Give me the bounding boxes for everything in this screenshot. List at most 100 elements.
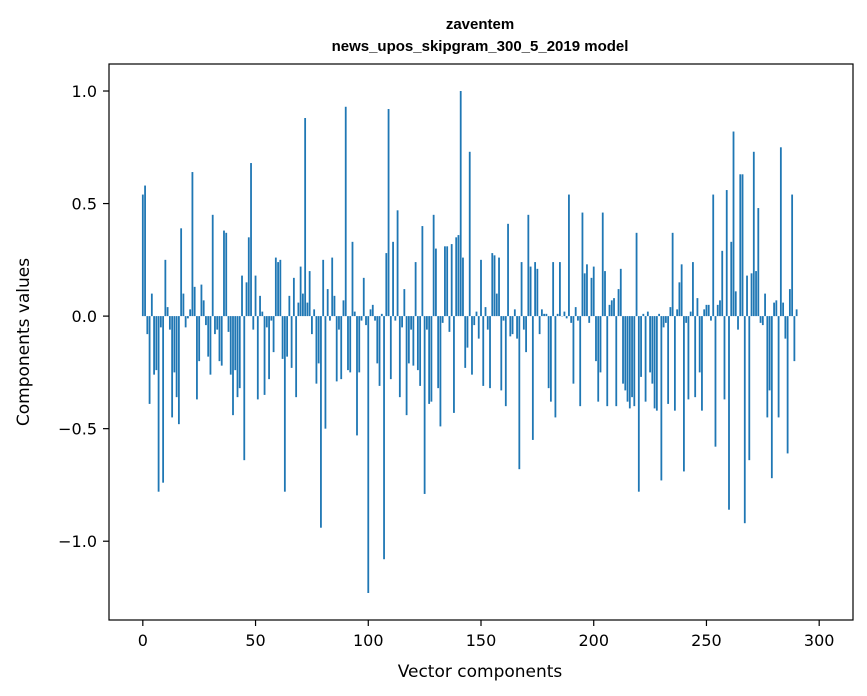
bar	[534, 262, 537, 317]
bar	[225, 232, 228, 317]
bar	[723, 316, 726, 400]
bar	[716, 304, 719, 317]
bar	[507, 223, 509, 317]
bar	[268, 316, 270, 380]
bar	[234, 316, 237, 371]
bar	[175, 316, 178, 398]
bar	[184, 316, 187, 328]
bar	[150, 293, 153, 317]
bar	[398, 316, 401, 398]
bar	[590, 277, 593, 317]
bar	[493, 255, 496, 317]
bar	[563, 311, 566, 317]
bar	[509, 316, 512, 337]
bar	[259, 295, 261, 317]
bar	[243, 316, 246, 461]
bar	[196, 316, 198, 400]
bar	[407, 316, 410, 364]
bar	[750, 273, 753, 317]
bar	[144, 185, 146, 317]
x-tick-label: 0	[138, 631, 148, 650]
bar	[595, 316, 597, 362]
bar	[669, 307, 672, 317]
bar	[498, 257, 500, 317]
bar	[577, 316, 579, 321]
bar	[297, 302, 300, 317]
bar	[651, 316, 654, 384]
bar	[153, 316, 155, 375]
bar	[705, 304, 708, 317]
bar	[423, 316, 426, 494]
bar	[642, 313, 645, 317]
bar	[694, 316, 697, 398]
bar	[263, 316, 266, 395]
bar	[707, 304, 710, 317]
bar	[653, 316, 656, 409]
bar	[773, 302, 775, 317]
bar	[320, 316, 322, 528]
bar	[274, 257, 277, 317]
bar	[728, 316, 730, 510]
bar	[619, 268, 622, 317]
bar	[538, 316, 541, 335]
bar	[432, 214, 435, 317]
y-tick-label: 0.0	[72, 307, 97, 326]
bar	[349, 316, 352, 373]
bar	[734, 291, 737, 317]
bar	[211, 214, 214, 317]
bar	[741, 174, 744, 317]
bar	[223, 230, 225, 317]
bar	[448, 316, 451, 332]
bar	[281, 316, 284, 359]
bar	[540, 309, 543, 317]
bar	[308, 271, 311, 317]
bar	[511, 316, 514, 335]
bar	[292, 277, 295, 317]
bar	[250, 163, 252, 317]
bar	[159, 316, 162, 328]
bar	[227, 316, 230, 332]
bar	[277, 262, 279, 317]
bar	[279, 259, 282, 317]
bar	[719, 300, 721, 317]
bar	[216, 316, 219, 330]
bar	[626, 316, 629, 402]
bar	[685, 316, 688, 323]
bar	[599, 316, 602, 373]
bar	[572, 316, 575, 384]
bar	[788, 289, 791, 317]
bar	[241, 275, 243, 317]
bar	[383, 316, 385, 560]
bar	[468, 151, 471, 317]
bar	[261, 311, 264, 317]
bar	[770, 316, 773, 479]
bar	[353, 311, 356, 317]
bar	[462, 257, 464, 317]
bar	[779, 147, 782, 317]
bar	[554, 316, 557, 418]
bar	[489, 316, 491, 389]
bar	[480, 259, 482, 317]
bar	[637, 316, 640, 492]
bar	[317, 316, 320, 364]
bar	[333, 295, 336, 317]
bar	[272, 316, 275, 353]
x-tick-label: 100	[353, 631, 384, 650]
bar	[306, 302, 309, 317]
bar	[444, 246, 446, 317]
x-tick-label: 250	[691, 631, 722, 650]
bar	[358, 316, 361, 373]
bar	[286, 316, 289, 357]
bar	[793, 316, 796, 362]
bar	[791, 194, 794, 317]
bar	[146, 316, 149, 335]
x-axis-label: Vector components	[398, 662, 563, 682]
bar	[597, 316, 600, 402]
bar	[162, 316, 165, 483]
bar	[198, 316, 201, 362]
bar	[466, 316, 469, 348]
bar	[568, 194, 570, 317]
bar	[696, 298, 699, 317]
bar	[475, 311, 478, 317]
bar	[527, 214, 530, 317]
